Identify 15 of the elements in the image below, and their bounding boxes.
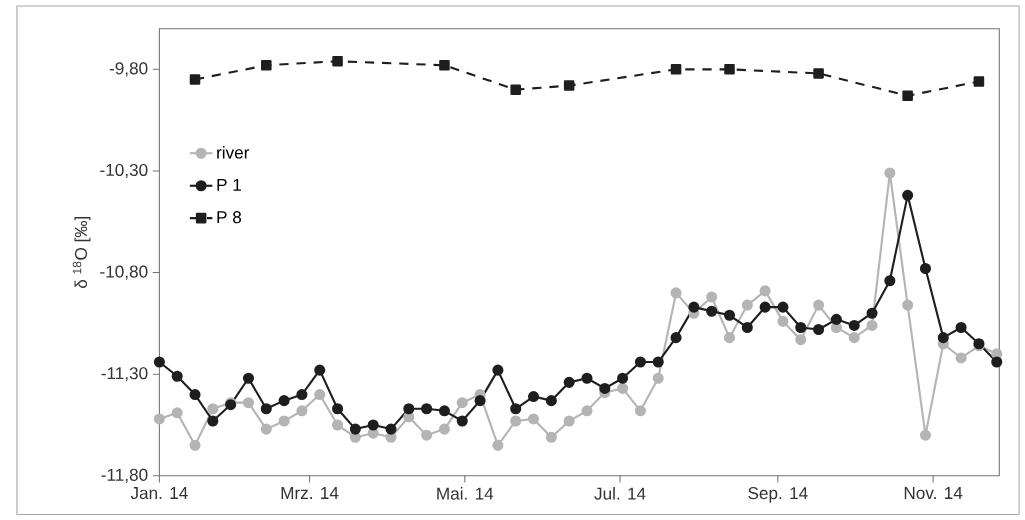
x-tick-label: Sep. 14 (748, 486, 808, 503)
y-axis-title: δ $^{18}$O [‰] (72, 216, 91, 288)
x-tick-label: Jul. 14 (594, 486, 646, 500)
y-tick-label: -11,30 (101, 366, 148, 382)
y-tick-label: -10,80 (100, 265, 148, 280)
legend-label: P 1 (217, 178, 241, 191)
x-tick-label: Mrz. 14 (281, 486, 339, 499)
x-tick-label: Jan. 14 (130, 486, 188, 499)
x-tick-label: Nov. 14 (904, 486, 963, 499)
y-tick-label: -9,80 (109, 62, 148, 77)
y-tick-label: -11,80 (101, 468, 148, 483)
legend-label: river (217, 145, 250, 159)
x-tick-label: Mai. 14 (437, 486, 494, 500)
legend-label: P 8 (217, 210, 242, 224)
y-tick-label: -10,30 (100, 163, 148, 178)
